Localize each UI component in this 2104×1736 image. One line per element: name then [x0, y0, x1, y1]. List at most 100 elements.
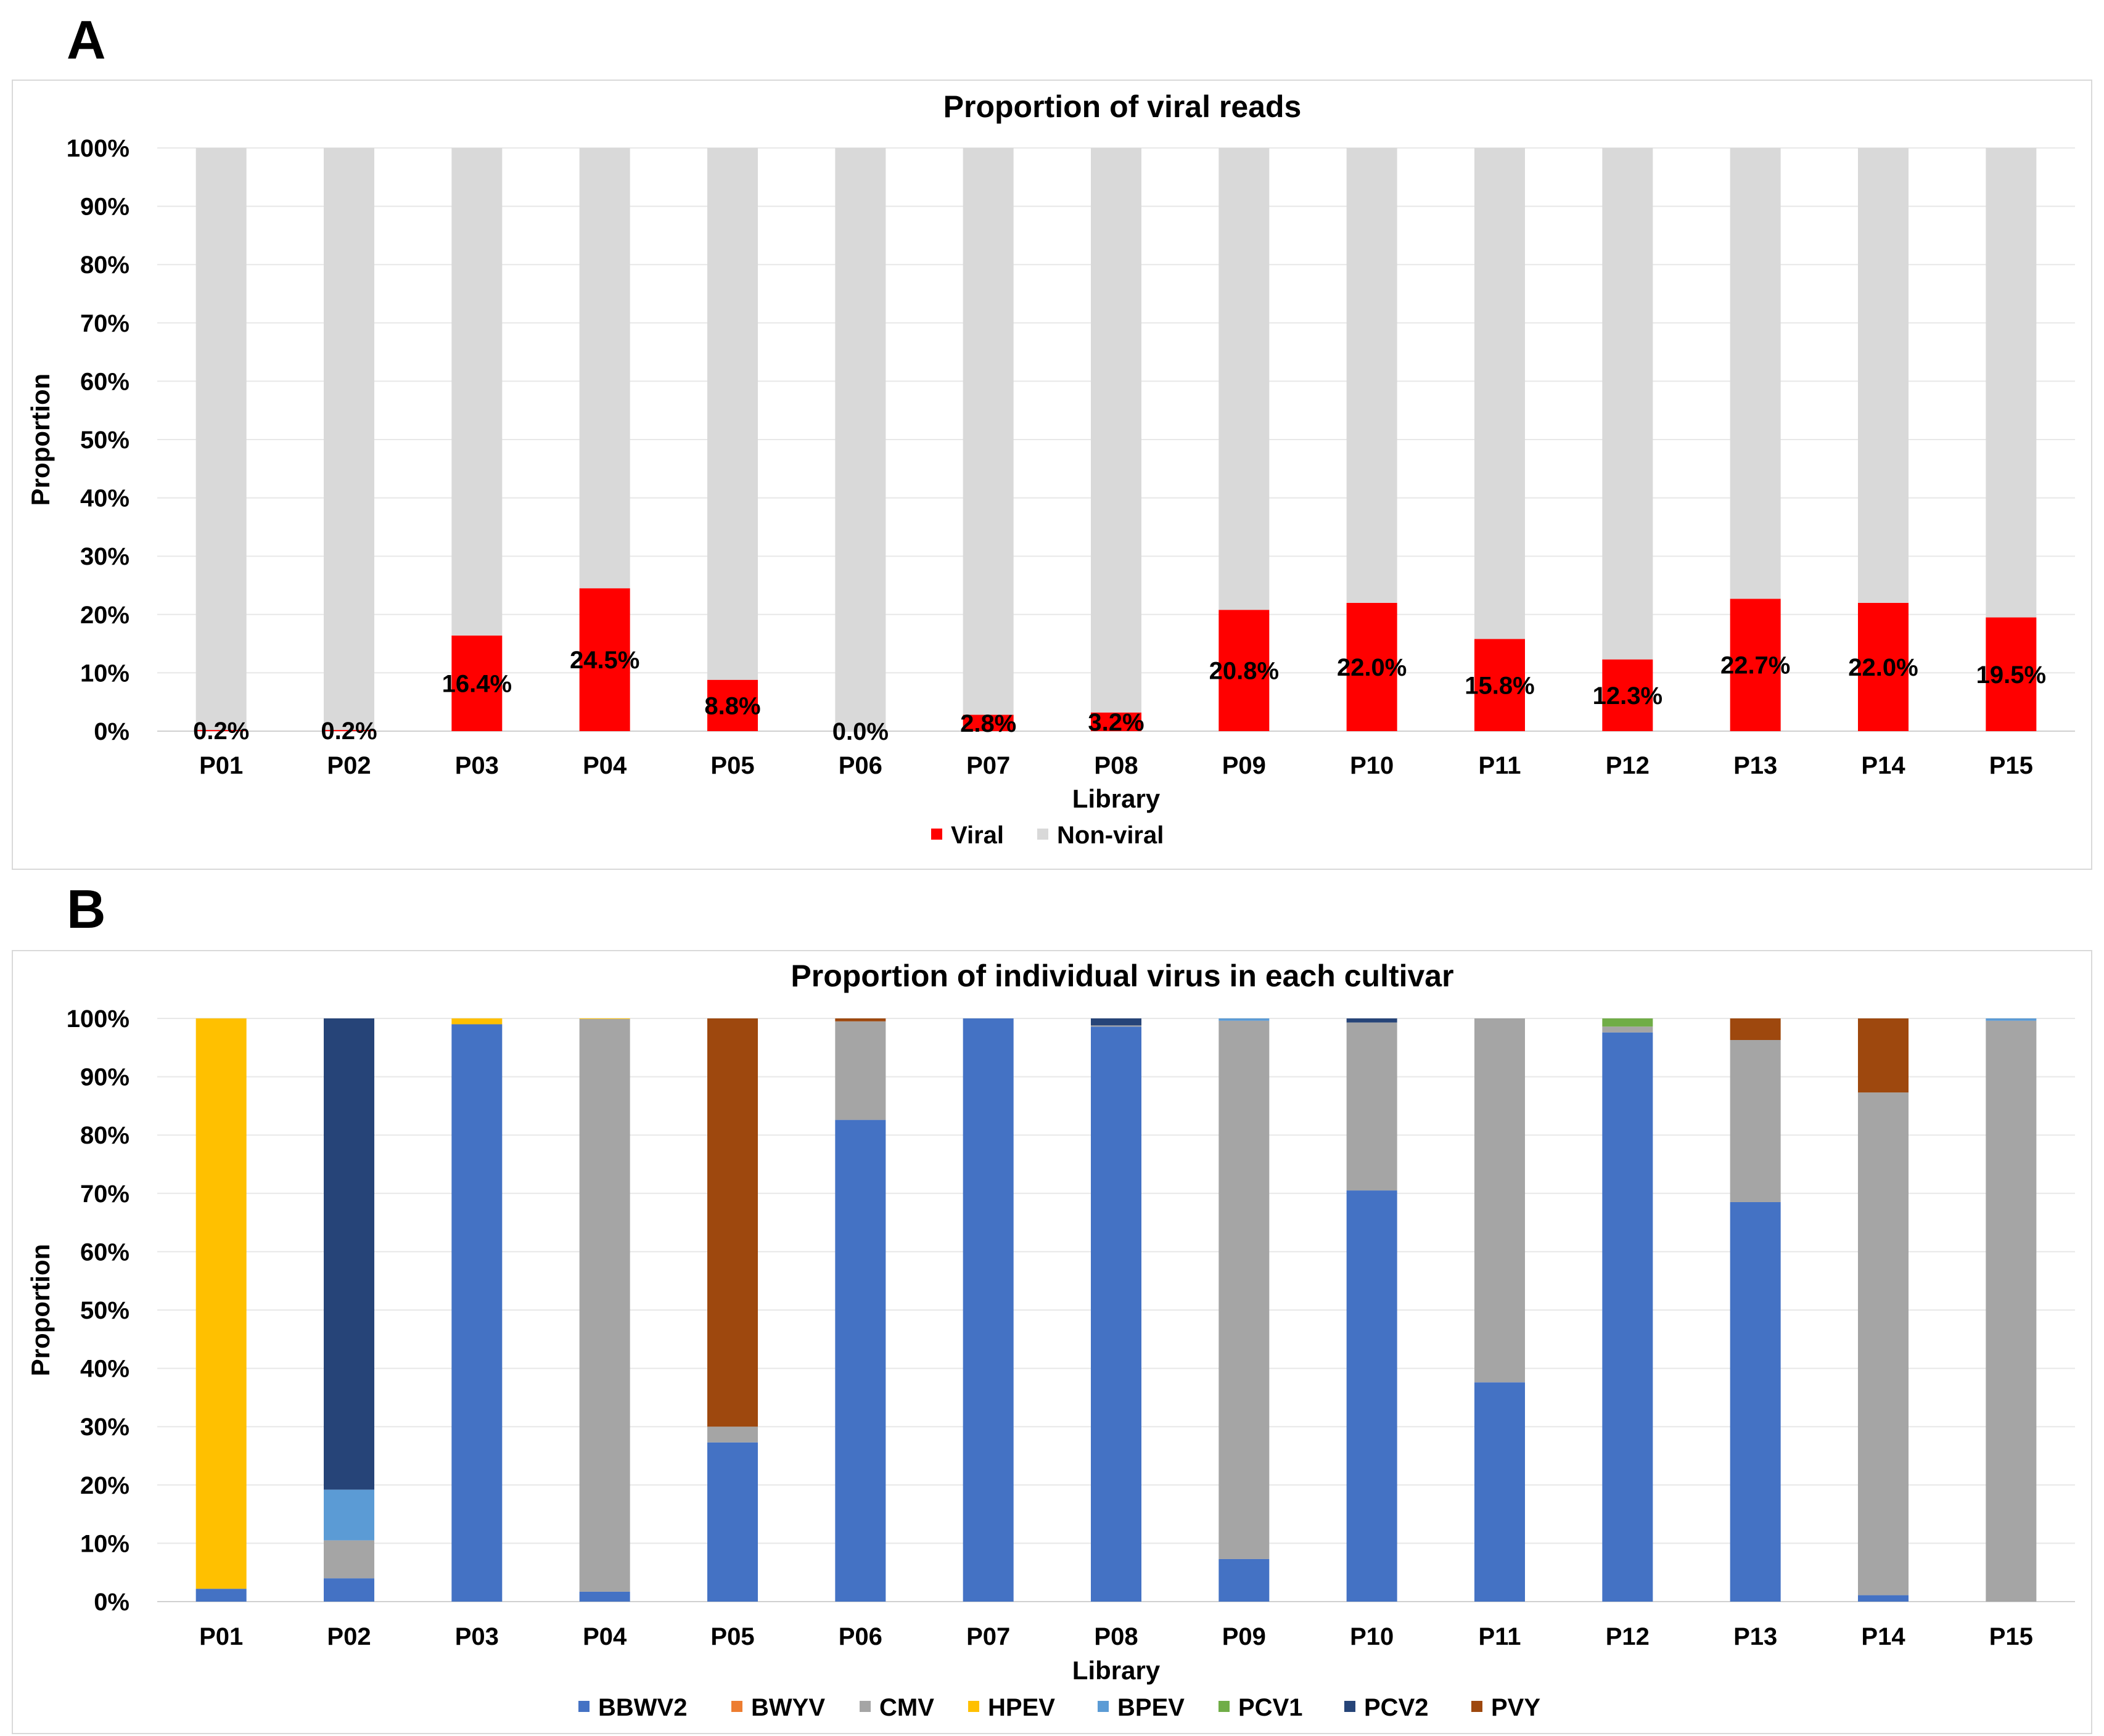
- bar-segment-bbwv2: [835, 1120, 886, 1602]
- x-tick-label: P04: [583, 1623, 627, 1650]
- data-label: 22.7%: [1720, 652, 1790, 679]
- legend-swatch: [1344, 1701, 1355, 1712]
- bar-segment-non-viral: [1346, 148, 1397, 603]
- bar-segment-pcv2: [324, 1018, 374, 1490]
- legend-label: PCV1: [1238, 1694, 1303, 1721]
- x-tick-label: P02: [327, 1623, 371, 1650]
- bar-segment-bpev: [1218, 1018, 1270, 1021]
- chart-viral-reads: Proportion of viral reads 0% 10% 20% 30% 40% 5…: [12, 80, 2092, 870]
- y-tick-label: 30%: [80, 1414, 129, 1441]
- bar-segment-bbwv2: [1474, 1382, 1525, 1602]
- bar-segment-non-viral: [963, 148, 1014, 715]
- x-tick-label: P11: [1479, 752, 1521, 779]
- bar-segment-non-viral: [579, 148, 630, 589]
- data-label: 22.0%: [1337, 654, 1407, 681]
- x-tick-label: P01: [199, 752, 243, 779]
- bar-segment-non-viral: [324, 148, 374, 731]
- bar-segment-viral: [324, 730, 374, 731]
- bar-segment-viral: [1474, 639, 1525, 731]
- bar-segment-viral: [579, 588, 630, 731]
- data-label: 3.2%: [1088, 709, 1144, 736]
- bar-segment-bbwv2: [1091, 1026, 1141, 1602]
- bar-segment-non-viral: [1218, 148, 1270, 610]
- data-label: 24.5%: [570, 647, 639, 674]
- data-label: 0.2%: [321, 718, 377, 745]
- legend-label: BPEV: [1117, 1694, 1185, 1721]
- data-label: 15.8%: [1465, 672, 1534, 699]
- y-tick-label: 40%: [80, 485, 129, 512]
- data-label: 12.3%: [1593, 682, 1662, 710]
- x-tick-label: P10: [1350, 752, 1394, 779]
- y-tick-label: 70%: [80, 1181, 129, 1208]
- x-tick-label: P05: [710, 1623, 754, 1650]
- y-tick-label: 80%: [80, 1122, 129, 1149]
- bar-segment-bbwv2: [1346, 1190, 1397, 1602]
- y-tick-label: 10%: [80, 660, 129, 687]
- legend-swatch: [1037, 829, 1048, 840]
- chart-title: Proportion of individual virus in each c…: [791, 959, 1453, 993]
- legend-label: BBWV2: [598, 1694, 687, 1721]
- legend-label: PCV2: [1364, 1694, 1429, 1721]
- x-tick-label: P03: [455, 752, 499, 779]
- x-axis-label: Library: [1072, 1656, 1161, 1685]
- bar-segment-non-viral: [451, 148, 503, 636]
- y-tick-label: 10%: [80, 1530, 129, 1557]
- bar-segment-bbwv2: [707, 1442, 758, 1602]
- y-tick-label: 70%: [80, 310, 129, 337]
- bar-segment-non-viral: [1986, 148, 2037, 618]
- y-tick-label: 100%: [67, 135, 129, 162]
- x-tick-label: P10: [1350, 1623, 1394, 1650]
- legend-label: CMV: [879, 1694, 934, 1721]
- legend-label: Viral: [951, 822, 1004, 849]
- x-tick-label: P11: [1479, 1623, 1521, 1650]
- data-label: 22.0%: [1848, 654, 1918, 681]
- chart-individual-virus: Proportion of individual virus in each c…: [12, 950, 2092, 1734]
- bar-segment-bpev: [1986, 1018, 2037, 1021]
- panel-label-a: A: [67, 9, 106, 70]
- x-tick-label: P04: [583, 752, 627, 779]
- legend-swatch: [968, 1701, 979, 1712]
- data-label: 8.8%: [704, 692, 760, 719]
- bar-segment-pcv2: [1346, 1018, 1397, 1023]
- bar-segment-viral: [1346, 602, 1397, 731]
- x-tick-label: P02: [327, 752, 371, 779]
- legend-label: PVY: [1491, 1694, 1540, 1721]
- bar-segment-pvy: [835, 1018, 886, 1022]
- legend-label: HPEV: [988, 1694, 1055, 1721]
- bar-segment-cmv: [1091, 1025, 1141, 1027]
- x-tick-label: P15: [1989, 1623, 2033, 1650]
- bar-segment-non-viral: [195, 148, 247, 731]
- legend-swatch: [1471, 1701, 1482, 1712]
- bar-segment-viral: [1218, 610, 1270, 731]
- bar-segment-cmv: [1218, 1020, 1270, 1559]
- bar-segment-non-viral: [1858, 148, 1909, 603]
- bar-segment-viral: [963, 714, 1014, 731]
- bar-segment-hpev: [451, 1018, 503, 1025]
- x-tick-label: P14: [1861, 1623, 1905, 1650]
- y-tick-label: 0%: [94, 1589, 129, 1616]
- bar-segment-non-viral: [1474, 148, 1525, 639]
- bar-segment-viral: [707, 679, 758, 731]
- bar-segment-cmv: [1346, 1022, 1397, 1191]
- bar-segment-viral: [1858, 602, 1909, 731]
- y-tick-label: 100%: [67, 1005, 129, 1033]
- bar-segment-bbwv2: [579, 1591, 630, 1602]
- bar-segment-bbwv2: [1602, 1032, 1653, 1602]
- data-label: 0.0%: [832, 718, 889, 745]
- bar-segment-bbwv2: [195, 1589, 247, 1602]
- y-tick-label: 40%: [80, 1356, 129, 1383]
- bar-segment-cmv: [324, 1540, 374, 1579]
- bar-segment-pvy: [1858, 1018, 1909, 1093]
- x-tick-label: P08: [1094, 1623, 1138, 1650]
- data-label: 2.8%: [960, 710, 1016, 737]
- bar-segment-pcv1: [1602, 1018, 1653, 1027]
- bar-segment-cmv: [1986, 1020, 2037, 1602]
- y-tick-label: 90%: [80, 1064, 129, 1091]
- panel-label-b: B: [67, 878, 106, 940]
- legend-label: BWYV: [751, 1694, 825, 1721]
- x-tick-label: P08: [1094, 752, 1138, 779]
- y-tick-label: 60%: [80, 368, 129, 395]
- x-tick-label: P07: [966, 1623, 1010, 1650]
- bar-segment-pvy: [1730, 1018, 1781, 1041]
